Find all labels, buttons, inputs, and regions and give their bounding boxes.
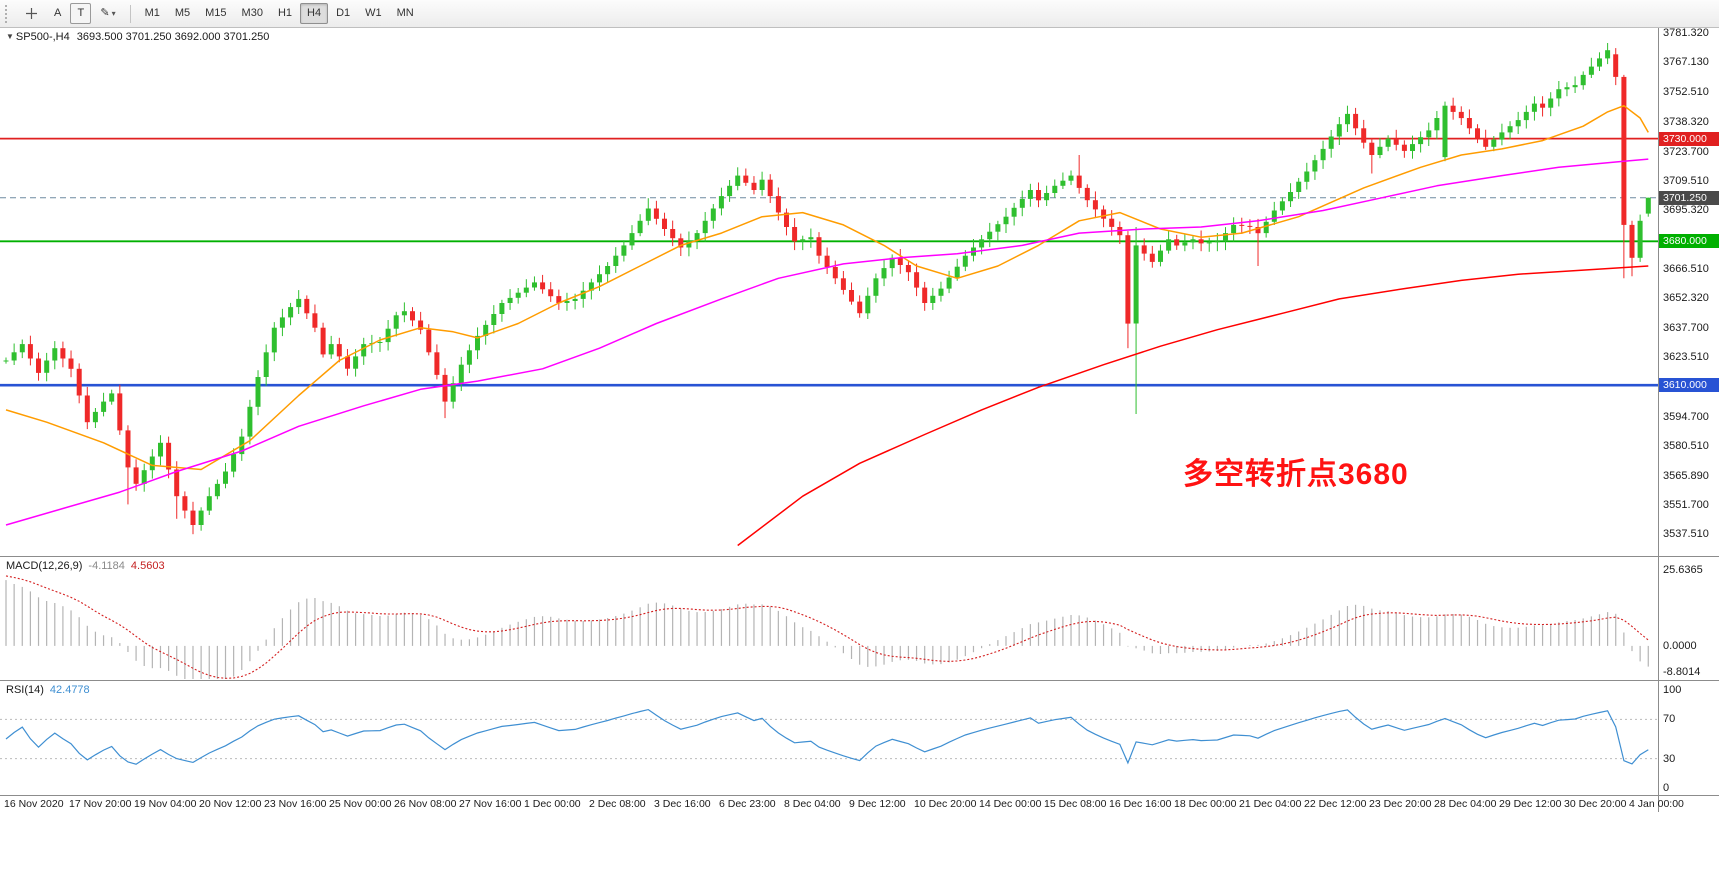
rsi-indicator-name: RSI(14) (6, 684, 44, 696)
time-label: 4 Jan 00:00 (1629, 798, 1684, 810)
symbol-marker-icon: ▼ (6, 32, 14, 41)
time-label: 26 Nov 08:00 (394, 798, 457, 810)
text-label-tool-button[interactable]: A (47, 3, 68, 24)
timeframe-button-m15[interactable]: M15 (198, 3, 233, 24)
panel-separator-macd-rsi[interactable] (0, 680, 1719, 681)
time-label: 22 Dec 12:00 (1304, 798, 1367, 810)
pencil-icon: ✎ (100, 7, 110, 19)
toolbar-separator (129, 4, 131, 23)
panel-separator-rsi-timeaxis (0, 795, 1719, 796)
timeframe-button-w1[interactable]: W1 (358, 3, 389, 24)
time-axis[interactable]: 16 Nov 2020 17 Nov 20:00 19 Nov 04:00 20 No… (0, 797, 1684, 815)
timeframe-button-h1[interactable]: H1 (271, 3, 299, 24)
time-label: 8 Dec 04:00 (784, 798, 841, 810)
time-label: 19 Nov 04:00 (134, 798, 197, 810)
time-label: 10 Dec 20:00 (914, 798, 977, 810)
time-label: 29 Dec 12:00 (1499, 798, 1562, 810)
time-label: 16 Dec 16:00 (1109, 798, 1172, 810)
toolbar-grip[interactable] (5, 4, 12, 23)
time-label: 1 Dec 00:00 (524, 798, 581, 810)
time-label: 21 Dec 04:00 (1239, 798, 1302, 810)
macd-signal-value: 4.5603 (130, 560, 165, 572)
time-label: 30 Dec 20:00 (1564, 798, 1627, 810)
macd-main-value: -4.1184 (88, 560, 125, 572)
time-label: 25 Nov 00:00 (329, 798, 392, 810)
rsi-header: RSI(14) 42.4778 (6, 684, 90, 696)
time-label: 27 Nov 16:00 (459, 798, 522, 810)
ma-fast-orange (5, 104, 1649, 471)
timeframe-button-mn[interactable]: MN (390, 3, 421, 24)
draw-tools-dropdown-button[interactable]: ✎ ▾ (93, 3, 122, 24)
panel-separator-main-macd[interactable] (0, 556, 1719, 557)
timeframe-button-d1[interactable]: D1 (329, 3, 357, 24)
time-label: 23 Nov 16:00 (264, 798, 327, 810)
time-label: 18 Dec 00:00 (1174, 798, 1237, 810)
timeframe-group: M1 M5 M15 M30 H1 H4 D1 W1 MN (138, 3, 421, 24)
crosshair-icon (26, 8, 37, 19)
text-box-tool-button[interactable]: T (70, 3, 92, 24)
macd-indicator-name: MACD(12,26,9) (6, 560, 83, 572)
timeframe-button-m1[interactable]: M1 (138, 3, 167, 24)
symbol-name: SP500-,H4 (15, 31, 70, 43)
time-label: 6 Dec 23:00 (719, 798, 776, 810)
time-label: 9 Dec 12:00 (849, 798, 906, 810)
time-label: 28 Dec 04:00 (1434, 798, 1497, 810)
toolbar: A T ✎ ▾ M1 M5 M15 M30 H1 H4 D1 W1 MN (0, 0, 1719, 28)
time-label: 15 Dec 08:00 (1044, 798, 1107, 810)
chart-annotation: 多空转折点3680 (1183, 458, 1409, 491)
time-label: 23 Dec 20:00 (1369, 798, 1432, 810)
time-label: 2 Dec 08:00 (589, 798, 646, 810)
time-label: 16 Nov 2020 (4, 798, 64, 810)
ohlc-values: 3693.500 3701.250 3692.000 3701.250 (76, 31, 270, 43)
time-label: 3 Dec 16:00 (654, 798, 711, 810)
time-label: 20 Nov 12:00 (199, 798, 262, 810)
timeframe-button-m5[interactable]: M5 (168, 3, 197, 24)
timeframe-button-m30[interactable]: M30 (235, 3, 270, 24)
ma-medium-magenta (5, 158, 1649, 526)
price-axis-separator (1658, 28, 1659, 812)
time-label: 14 Dec 00:00 (979, 798, 1042, 810)
symbol-header: ▼ SP500-,H4 3693.500 3701.250 3692.000 370… (6, 31, 269, 43)
macd-header: MACD(12,26,9) -4.1184 4.5603 (6, 560, 165, 572)
crosshair-tool-button[interactable] (18, 3, 45, 24)
rsi-value: 42.4778 (49, 684, 90, 696)
timeframe-button-h4[interactable]: H4 (300, 3, 329, 24)
chevron-down-icon: ▾ (111, 9, 116, 18)
ma-slow-red (737, 265, 1649, 547)
time-label: 17 Nov 20:00 (69, 798, 132, 810)
